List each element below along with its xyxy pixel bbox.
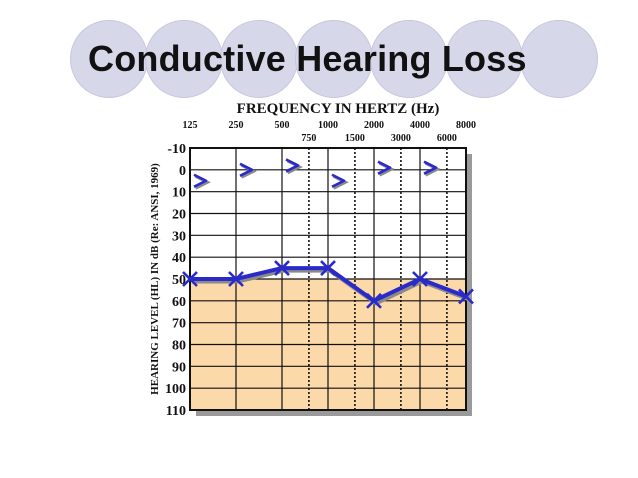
data-point-chevron <box>377 160 392 175</box>
y-tick-label: 90 <box>172 360 186 375</box>
y-tick-label: 50 <box>172 273 186 288</box>
x-tick-label: 250 <box>229 120 244 131</box>
x-tick-label: 500 <box>275 120 290 131</box>
y-tick-label: 40 <box>172 251 186 266</box>
x-tick-label: 1000 <box>318 120 338 131</box>
data-point-x-marker <box>274 260 290 277</box>
decorative-circle <box>445 20 523 98</box>
data-point-x-marker <box>320 260 336 277</box>
decorative-circle <box>370 20 448 98</box>
x-tick-label-mid: 750 <box>301 133 316 144</box>
y-axis-label: HEARING LEVEL (HL) IN dB (Re: ANSI, 1969… <box>149 163 161 395</box>
decorative-circle <box>220 20 298 98</box>
y-tick-label: 70 <box>172 317 186 332</box>
data-point-chevron <box>285 158 300 173</box>
data-point-x-marker <box>182 271 198 287</box>
decorative-circle <box>520 20 598 98</box>
x-tick-label: 4000 <box>410 120 430 131</box>
x-tick-label-mid: 6000 <box>437 133 457 144</box>
y-tick-label: 100 <box>165 382 186 397</box>
x-tick-label: 125 <box>183 120 198 131</box>
slide-title: Conductive Hearing Loss <box>88 38 527 79</box>
data-point-x-marker <box>366 292 382 309</box>
x-tick-label: 2000 <box>364 120 384 131</box>
x-tick-label-mid: 1500 <box>345 133 365 144</box>
decorative-circle <box>70 20 148 98</box>
y-tick-label: 10 <box>172 186 186 201</box>
y-tick-label: 60 <box>172 295 186 310</box>
data-point-chevron <box>193 173 208 188</box>
data-point-chevron <box>331 173 346 188</box>
y-tick-label: 110 <box>166 404 186 419</box>
y-tick-label: 20 <box>172 208 186 223</box>
data-point-chevron <box>423 160 438 175</box>
y-tick-label: -10 <box>167 142 186 157</box>
data-point-chevron <box>239 162 254 177</box>
y-tick-label: 80 <box>172 339 186 354</box>
x-tick-label: 8000 <box>456 120 476 131</box>
data-point-x-marker <box>458 288 474 305</box>
y-tick-label: 30 <box>172 229 186 244</box>
x-tick-label-mid: 3000 <box>391 133 411 144</box>
decorative-circle <box>145 20 223 98</box>
data-point-x-marker <box>228 271 244 287</box>
data-point-x-marker <box>412 271 428 287</box>
chart-title: FREQUENCY IN HERTZ (Hz) <box>237 101 440 117</box>
y-tick-label: 0 <box>179 164 186 179</box>
